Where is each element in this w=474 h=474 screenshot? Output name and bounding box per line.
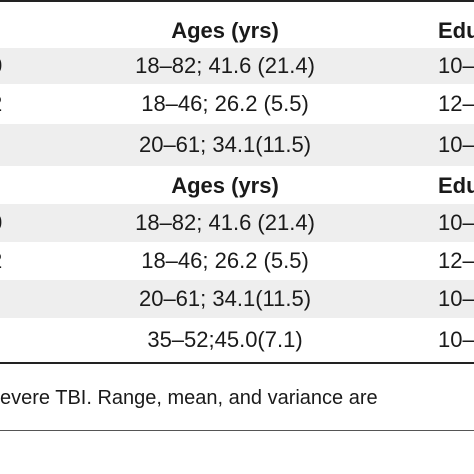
- row-label-fragment: 0: [0, 55, 2, 77]
- education-cell: 10–: [438, 286, 474, 311]
- top-rule: [0, 0, 474, 2]
- ages-cell: 35–52;45.0(7.1): [147, 327, 303, 352]
- education-column-header: Edu: [438, 18, 474, 43]
- table-row: 20–61; 34.1(11.5) 10–: [0, 124, 474, 166]
- table-row: 0 18–82; 41.6 (21.4) 10–: [0, 48, 474, 84]
- education-cell: 10–: [438, 210, 474, 235]
- ages-cell: 18–46; 26.2 (5.5): [141, 91, 309, 116]
- bottom-rule: [0, 362, 474, 364]
- table-row: 20–61; 34.1(11.5) 10–: [0, 280, 474, 318]
- row-label-fragment: 2: [0, 250, 2, 272]
- ages-column-header: Ages (yrs): [171, 18, 279, 43]
- education-column-header: Edu: [438, 173, 474, 198]
- education-cell: 10–: [438, 327, 474, 352]
- ages-cell: 20–61; 34.1(11.5): [138, 132, 312, 157]
- ages-column-header: Ages (yrs): [171, 173, 279, 198]
- ages-cell: 20–61; 34.1(11.5): [138, 286, 312, 311]
- section-1-header: Ages (yrs) Edu: [0, 14, 474, 48]
- table-row: 0 18–82; 41.6 (21.4) 10–: [0, 204, 474, 242]
- ages-cell: 18–46; 26.2 (5.5): [141, 248, 309, 273]
- education-cell: 10–: [438, 53, 474, 78]
- education-cell: 12–: [438, 248, 474, 273]
- table-row: 2 18–46; 26.2 (5.5) 12–: [0, 242, 474, 280]
- footer-rule: [0, 430, 474, 431]
- education-cell: 12–: [438, 91, 474, 116]
- row-label-fragment: 2: [0, 93, 2, 115]
- section-2-header: Ages (yrs) Edu: [0, 168, 474, 204]
- table-row: 2 18–46; 26.2 (5.5) 12–: [0, 84, 474, 124]
- row-label-fragment: 0: [0, 212, 2, 234]
- table-caption: evere TBI. Range, mean, and variance are: [0, 387, 378, 409]
- education-cell: 10–: [438, 132, 474, 157]
- ages-cell: 18–82; 41.6 (21.4): [135, 210, 315, 235]
- table-row: 35–52;45.0(7.1) 10–: [0, 318, 474, 362]
- ages-cell: 18–82; 41.6 (21.4): [135, 53, 315, 78]
